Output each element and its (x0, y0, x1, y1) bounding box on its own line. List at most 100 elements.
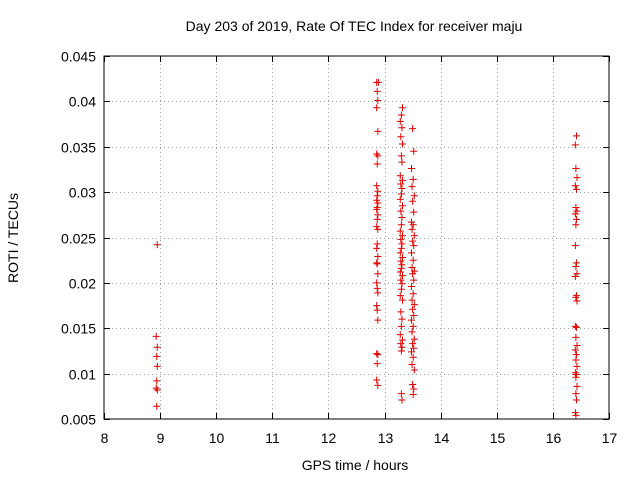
data-point (374, 199, 382, 207)
data-point (571, 242, 579, 250)
data-point (373, 284, 381, 292)
data-point (572, 165, 580, 173)
data-point (373, 240, 381, 248)
data-point (153, 352, 161, 360)
data-point (153, 377, 161, 385)
data-point (408, 361, 416, 369)
data-point (572, 292, 580, 300)
data-point (374, 152, 382, 160)
data-point (410, 335, 418, 343)
data-point (397, 308, 405, 316)
data-point (152, 384, 160, 392)
data-point (409, 256, 417, 264)
data-point (397, 207, 405, 215)
data-point (374, 78, 382, 86)
plot-frame (103, 55, 610, 420)
data-point (407, 249, 415, 257)
data-point (398, 184, 406, 192)
data-point (572, 204, 580, 212)
data-point (410, 312, 418, 320)
x-tick-label: 15 (490, 430, 506, 446)
data-point (373, 104, 381, 112)
data-point (572, 411, 580, 419)
data-point (374, 127, 382, 135)
x-tick-label: 10 (209, 430, 225, 446)
data-point (571, 369, 579, 377)
data-point (407, 165, 415, 173)
data-point (373, 376, 381, 384)
data-point (153, 241, 161, 249)
data-point (399, 104, 407, 112)
data-point (572, 351, 580, 359)
data-point (396, 292, 404, 300)
x-tick-label: 11 (265, 430, 280, 446)
data-point (409, 322, 417, 330)
data-point (397, 322, 405, 330)
data-point (399, 336, 407, 344)
grid-layer (104, 56, 609, 419)
data-point (410, 192, 418, 200)
y-tick-label: 0.015 (61, 321, 96, 337)
data-point (572, 373, 580, 381)
data-point (410, 344, 418, 352)
data-point (573, 297, 581, 305)
x-tick-label: 16 (546, 430, 562, 446)
y-tick-label: 0.03 (69, 185, 96, 201)
data-point (373, 160, 381, 168)
y-tick-label: 0.035 (61, 140, 96, 156)
y-tick-labels: 0.005 0.01 0.015 0.02 0.025 0.03 0.035 0.04 0.04… (61, 49, 96, 428)
data-point (397, 235, 405, 243)
data-point (573, 174, 581, 182)
data-point (153, 386, 161, 394)
data-point (374, 270, 382, 278)
data-point (373, 302, 381, 310)
data-point (572, 396, 580, 404)
data-point (152, 332, 160, 340)
data-point (572, 356, 580, 364)
data-point (407, 283, 415, 291)
x-tick-label: 9 (157, 430, 165, 446)
data-point (374, 96, 382, 104)
data-point (396, 249, 404, 257)
x-tick-label: 13 (378, 430, 394, 446)
data-point (572, 293, 580, 301)
data-point (409, 340, 417, 348)
data-point (398, 315, 406, 323)
data-point (410, 301, 418, 309)
data-point (374, 187, 382, 195)
data-point (410, 232, 418, 240)
data-point (374, 289, 382, 297)
x-axis-title: GPS time / hours (302, 457, 409, 473)
data-point (407, 316, 415, 324)
data-point (409, 270, 417, 278)
data-point (399, 202, 407, 210)
data-points (152, 78, 581, 419)
data-point (399, 296, 407, 304)
data-point (396, 227, 404, 235)
data-point (573, 341, 581, 349)
data-point (373, 204, 381, 212)
data-point (373, 306, 381, 314)
data-point (407, 348, 415, 356)
x-tick-label: 8 (101, 430, 109, 446)
data-point (571, 346, 579, 354)
data-point (398, 214, 406, 222)
data-point (572, 185, 580, 193)
data-point (373, 215, 381, 223)
data-point (373, 244, 381, 252)
y-tick-label: 0.045 (61, 49, 96, 65)
data-point (409, 175, 417, 183)
data-point (409, 390, 417, 398)
data-point (410, 147, 418, 155)
data-point (374, 316, 382, 324)
data-point (373, 87, 381, 95)
data-point (398, 124, 406, 132)
data-point (397, 285, 405, 293)
data-point (397, 133, 405, 141)
x-tick-label: 12 (321, 430, 337, 446)
y-axis-title: ROTI / TECUs (5, 193, 21, 283)
data-point (572, 259, 580, 267)
data-point (397, 190, 405, 198)
data-point (373, 259, 381, 267)
data-point (153, 343, 161, 351)
